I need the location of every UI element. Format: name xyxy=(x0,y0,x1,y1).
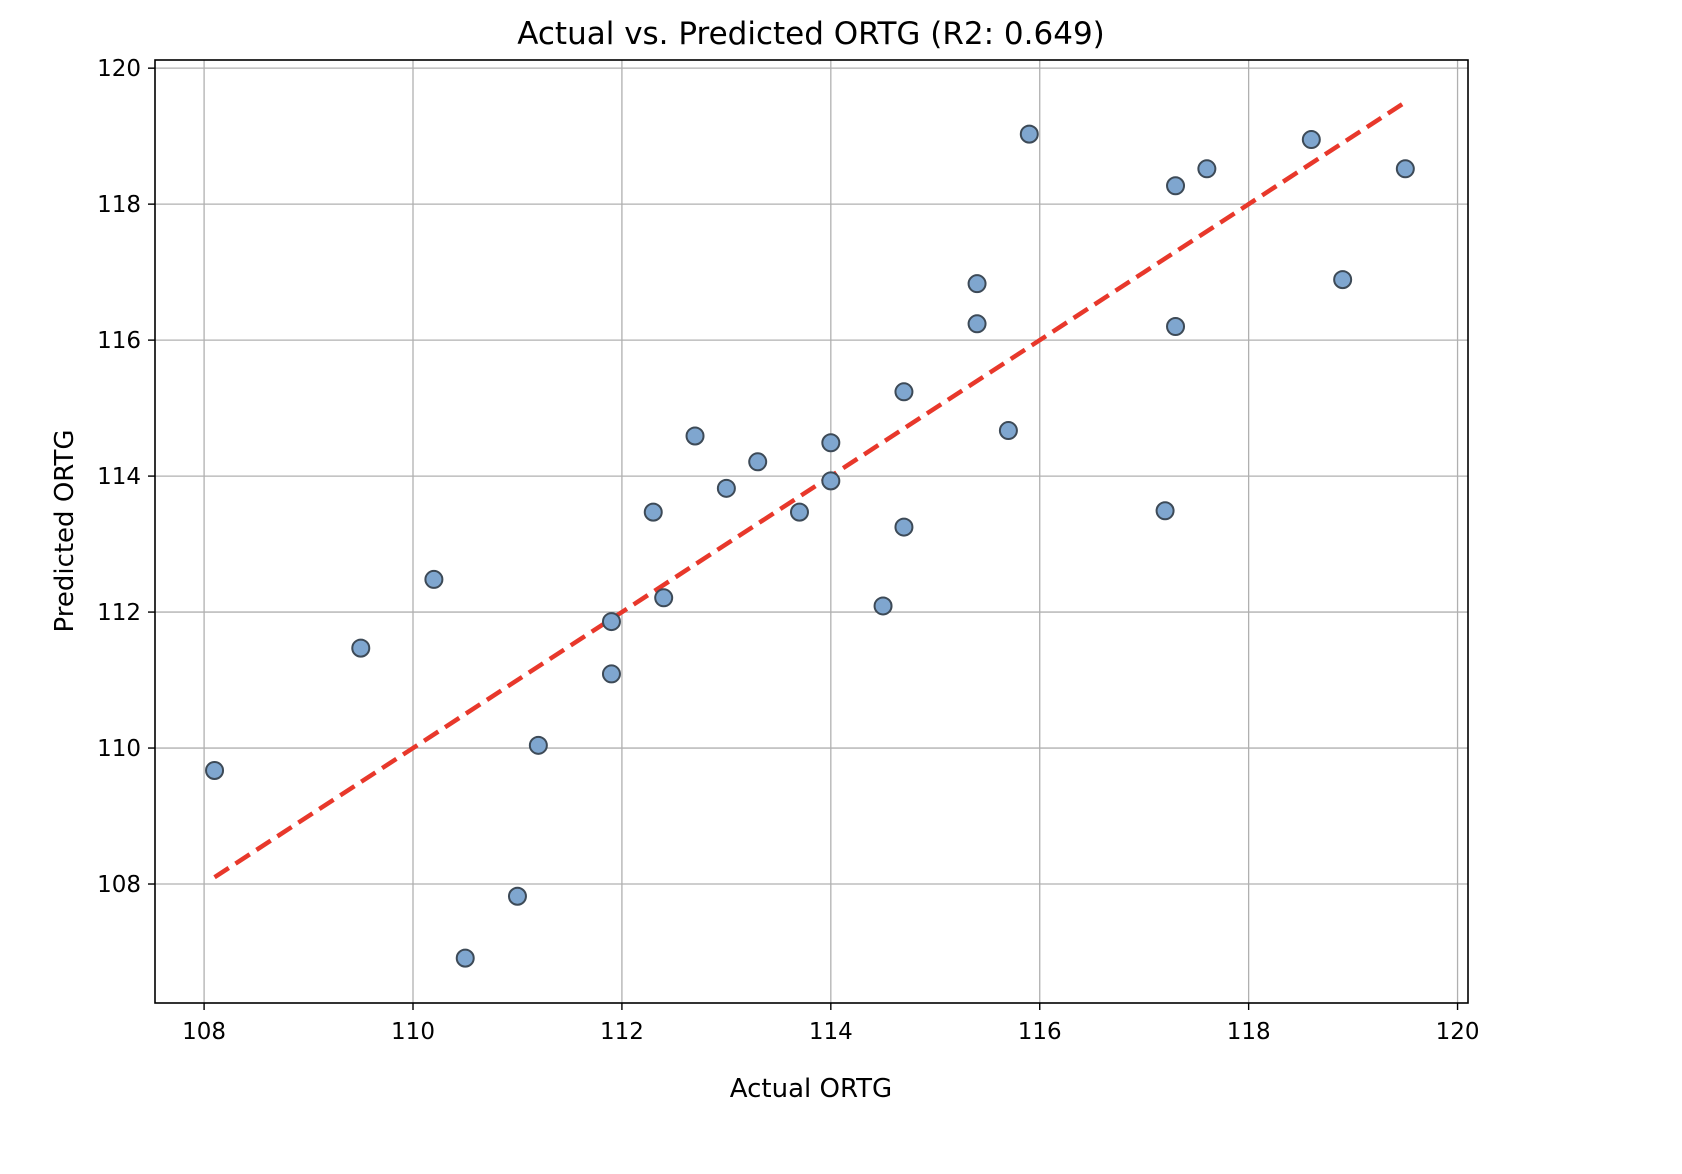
data-point xyxy=(1395,159,1415,179)
axis-ticks: 108 110 112 114 116 118 120 108 110 112 114 116 118 1… xyxy=(97,56,1479,1045)
x-tick-label: 110 xyxy=(391,1019,435,1045)
data-point xyxy=(1019,124,1039,144)
grid-lines xyxy=(155,60,1468,1003)
x-tick-label: 112 xyxy=(600,1019,644,1045)
data-point xyxy=(654,588,674,608)
x-tick-label: 116 xyxy=(1018,1019,1062,1045)
data-point xyxy=(1166,176,1186,196)
data-point xyxy=(507,886,527,906)
x-axis-label: Actual ORTG xyxy=(730,1074,892,1104)
y-tick-label: 112 xyxy=(97,600,141,626)
x-tick-label: 118 xyxy=(1227,1019,1271,1045)
data-point xyxy=(1166,317,1186,337)
y-axis-label: Predicted ORTG xyxy=(50,430,80,633)
y-tick-label: 108 xyxy=(97,872,141,898)
data-point xyxy=(643,502,663,522)
data-point xyxy=(1333,270,1353,290)
data-point xyxy=(716,478,736,498)
data-point xyxy=(1155,501,1175,521)
data-point xyxy=(967,274,987,294)
data-point xyxy=(967,314,987,334)
data-point xyxy=(1197,159,1217,179)
data-point xyxy=(351,638,371,658)
y-tick-label: 110 xyxy=(97,736,141,762)
y-tick-label: 116 xyxy=(97,328,141,354)
data-point xyxy=(205,760,225,780)
data-point xyxy=(873,596,893,616)
data-point xyxy=(821,433,841,453)
data-point xyxy=(894,382,914,402)
x-tick-label: 114 xyxy=(809,1019,853,1045)
data-point xyxy=(455,948,475,968)
y-tick-label: 114 xyxy=(97,464,141,490)
data-point xyxy=(685,426,705,446)
data-point xyxy=(528,735,548,755)
data-point xyxy=(894,517,914,537)
y-tick-label: 118 xyxy=(97,192,141,218)
y-tick-label: 120 xyxy=(97,56,141,82)
data-point xyxy=(601,664,621,684)
x-tick-label: 120 xyxy=(1436,1019,1480,1045)
data-point xyxy=(601,612,621,632)
plot-frame xyxy=(154,59,1469,1004)
x-tick-label: 108 xyxy=(182,1019,226,1045)
data-point xyxy=(998,421,1018,441)
data-point xyxy=(1301,130,1321,150)
data-point xyxy=(424,569,444,589)
reference-line xyxy=(213,100,1407,880)
chart-title: Actual vs. Predicted ORTG (R2: 0.649) xyxy=(517,16,1105,52)
data-point xyxy=(789,502,809,522)
data-point xyxy=(821,471,841,491)
data-point xyxy=(748,452,768,472)
data-points xyxy=(205,124,1415,968)
